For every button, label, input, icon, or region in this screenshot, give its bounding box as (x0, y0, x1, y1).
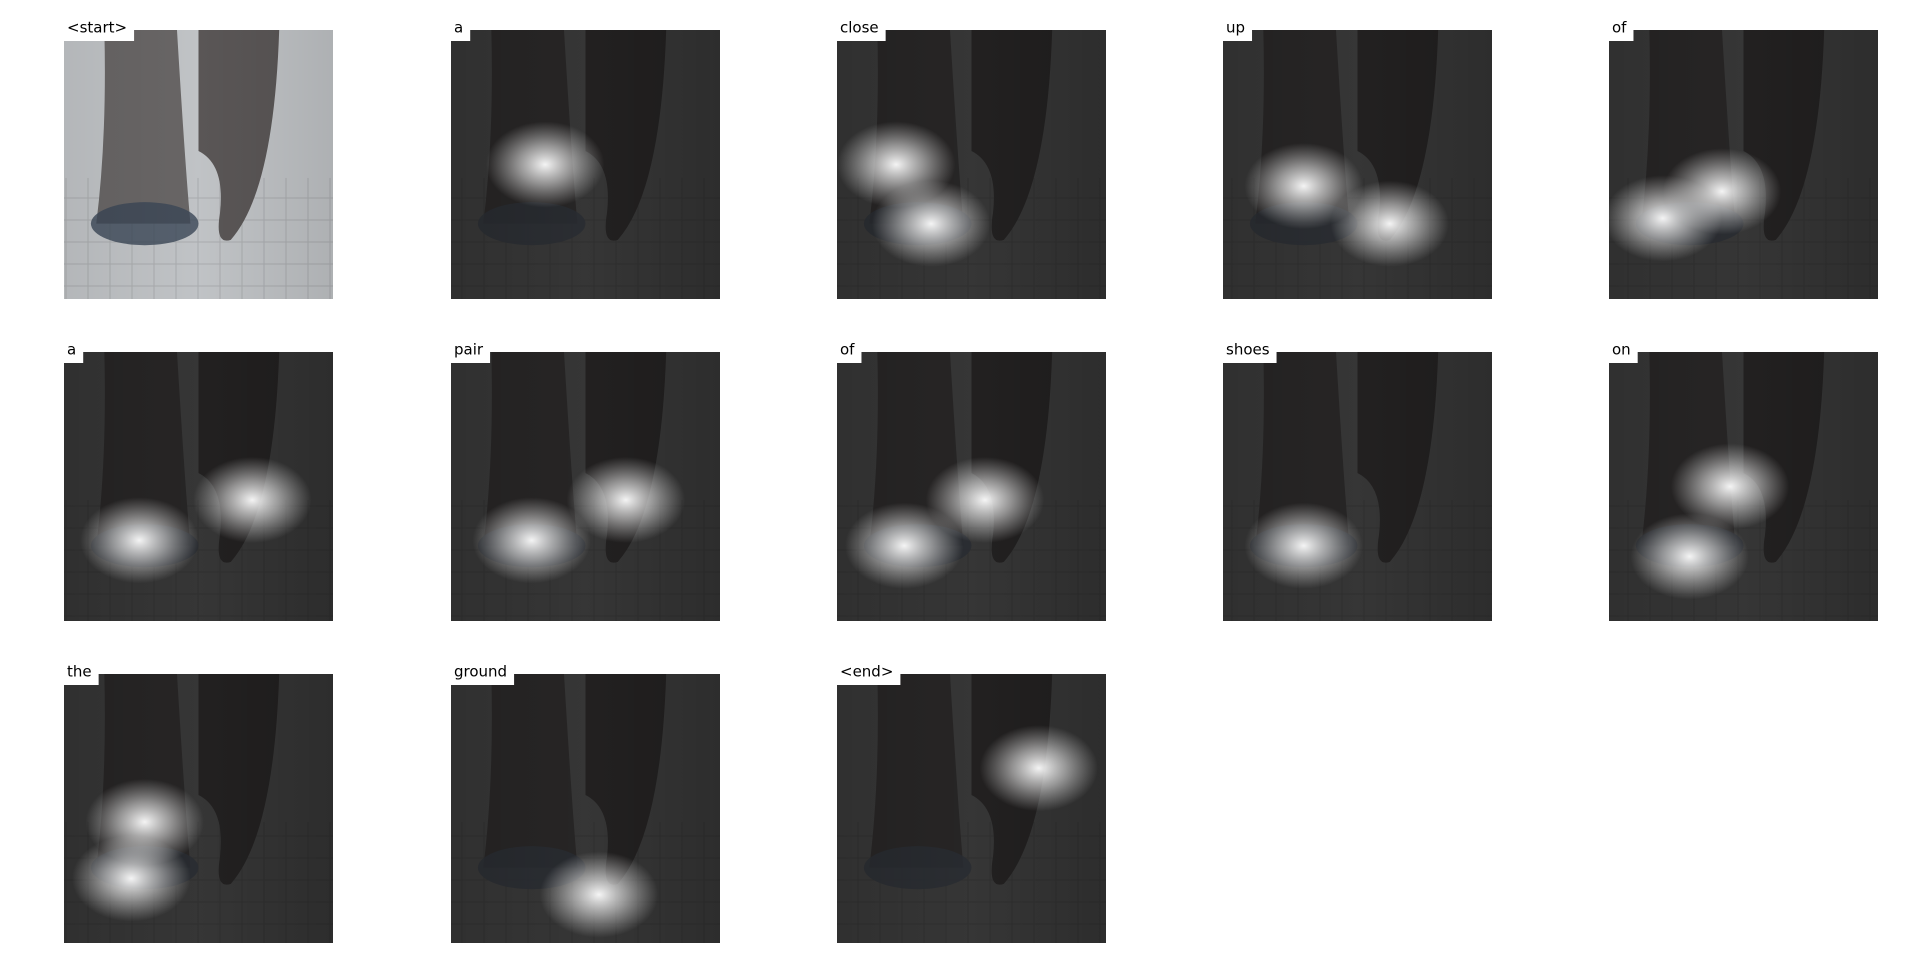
word-box (1609, 15, 1634, 41)
word-text: on (1612, 341, 1631, 359)
word-label: shoes (1223, 337, 1277, 363)
word-box (837, 659, 901, 685)
leg-shade (1223, 352, 1492, 621)
word-box (64, 337, 84, 363)
attention-panel: <start> (64, 15, 333, 299)
attention-spot (193, 456, 312, 543)
word-text: pair (454, 341, 484, 359)
word-text: ground (454, 663, 507, 681)
leg-shade (64, 30, 333, 299)
attention-spot (80, 497, 199, 584)
attention-spot (566, 456, 686, 543)
attention-panel: a (64, 337, 333, 621)
attention-spot (1630, 513, 1749, 600)
word-text: <end> (840, 663, 893, 681)
leg-shade (837, 674, 1106, 943)
attention-spot (485, 121, 605, 208)
word-label: a (451, 15, 471, 41)
word-box (451, 659, 515, 685)
attention-spot (871, 180, 991, 267)
word-box (64, 15, 135, 41)
word-text: a (67, 341, 76, 359)
attention-panel: of (837, 337, 1106, 621)
attention-spot (1330, 180, 1449, 267)
word-label: up (1223, 15, 1253, 41)
attention-spot (539, 851, 659, 938)
word-text: the (67, 663, 92, 681)
word-text: close (840, 19, 879, 37)
attention-panel: <end> (837, 659, 1106, 943)
word-label: of (1609, 15, 1634, 41)
word-box (1609, 337, 1638, 363)
word-box (837, 337, 862, 363)
word-box (1223, 15, 1253, 41)
word-box (1223, 337, 1277, 363)
word-box (837, 15, 886, 41)
attention-panel: the (64, 659, 333, 943)
attention-spot (1670, 443, 1790, 530)
word-label: the (64, 659, 99, 685)
word-label: <end> (837, 659, 901, 685)
word-label: a (64, 337, 84, 363)
attention-panel: ground (451, 659, 720, 943)
attention-panel: on (1609, 337, 1878, 621)
attention-spot (845, 502, 964, 589)
word-text: of (840, 341, 855, 359)
word-box (451, 337, 491, 363)
attention-panel: close (837, 15, 1106, 299)
word-label: on (1609, 337, 1638, 363)
attention-panel: of (1603, 15, 1878, 299)
word-label: close (837, 15, 886, 41)
word-text: shoes (1226, 341, 1270, 359)
attention-spot (1662, 148, 1782, 235)
attention-panel: shoes (1223, 337, 1492, 621)
word-text: up (1226, 19, 1245, 37)
word-text: a (454, 19, 463, 37)
attention-panel: pair (451, 337, 720, 621)
attention-spot (1244, 502, 1363, 589)
word-text: of (1612, 19, 1627, 37)
word-label: ground (451, 659, 515, 685)
word-label: <start> (64, 15, 135, 41)
attention-panel: a (451, 15, 720, 299)
word-box (64, 659, 99, 685)
word-text: <start> (67, 19, 127, 37)
word-box (451, 15, 471, 41)
attention-spot (85, 778, 204, 865)
attention-spot (1244, 142, 1363, 230)
word-label: pair (451, 337, 491, 363)
attention-panel: up (1223, 15, 1492, 299)
attention-spot (925, 456, 1045, 543)
attention-spot (979, 725, 1098, 812)
word-label: of (837, 337, 862, 363)
attention-spot (472, 497, 591, 584)
